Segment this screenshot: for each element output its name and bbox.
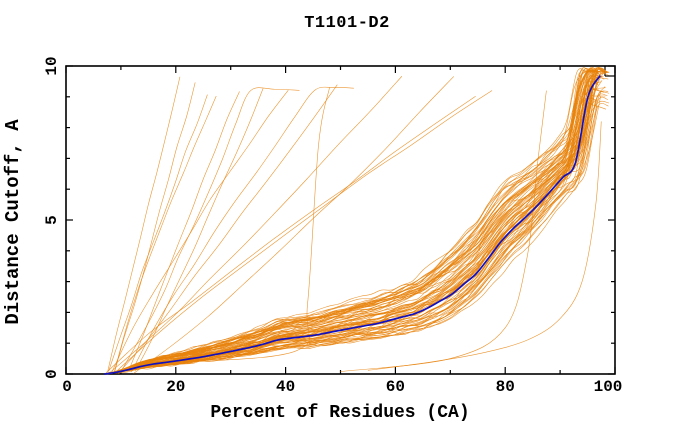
svg-text:80: 80 (496, 378, 515, 396)
svg-text:0: 0 (62, 378, 72, 396)
svg-text:0: 0 (43, 369, 61, 379)
svg-text:20: 20 (166, 378, 185, 396)
svg-text:60: 60 (386, 378, 405, 396)
svg-text:40: 40 (276, 378, 295, 396)
svg-text:5: 5 (43, 215, 61, 225)
svg-text:10: 10 (43, 56, 61, 75)
svg-text:100: 100 (594, 378, 623, 396)
